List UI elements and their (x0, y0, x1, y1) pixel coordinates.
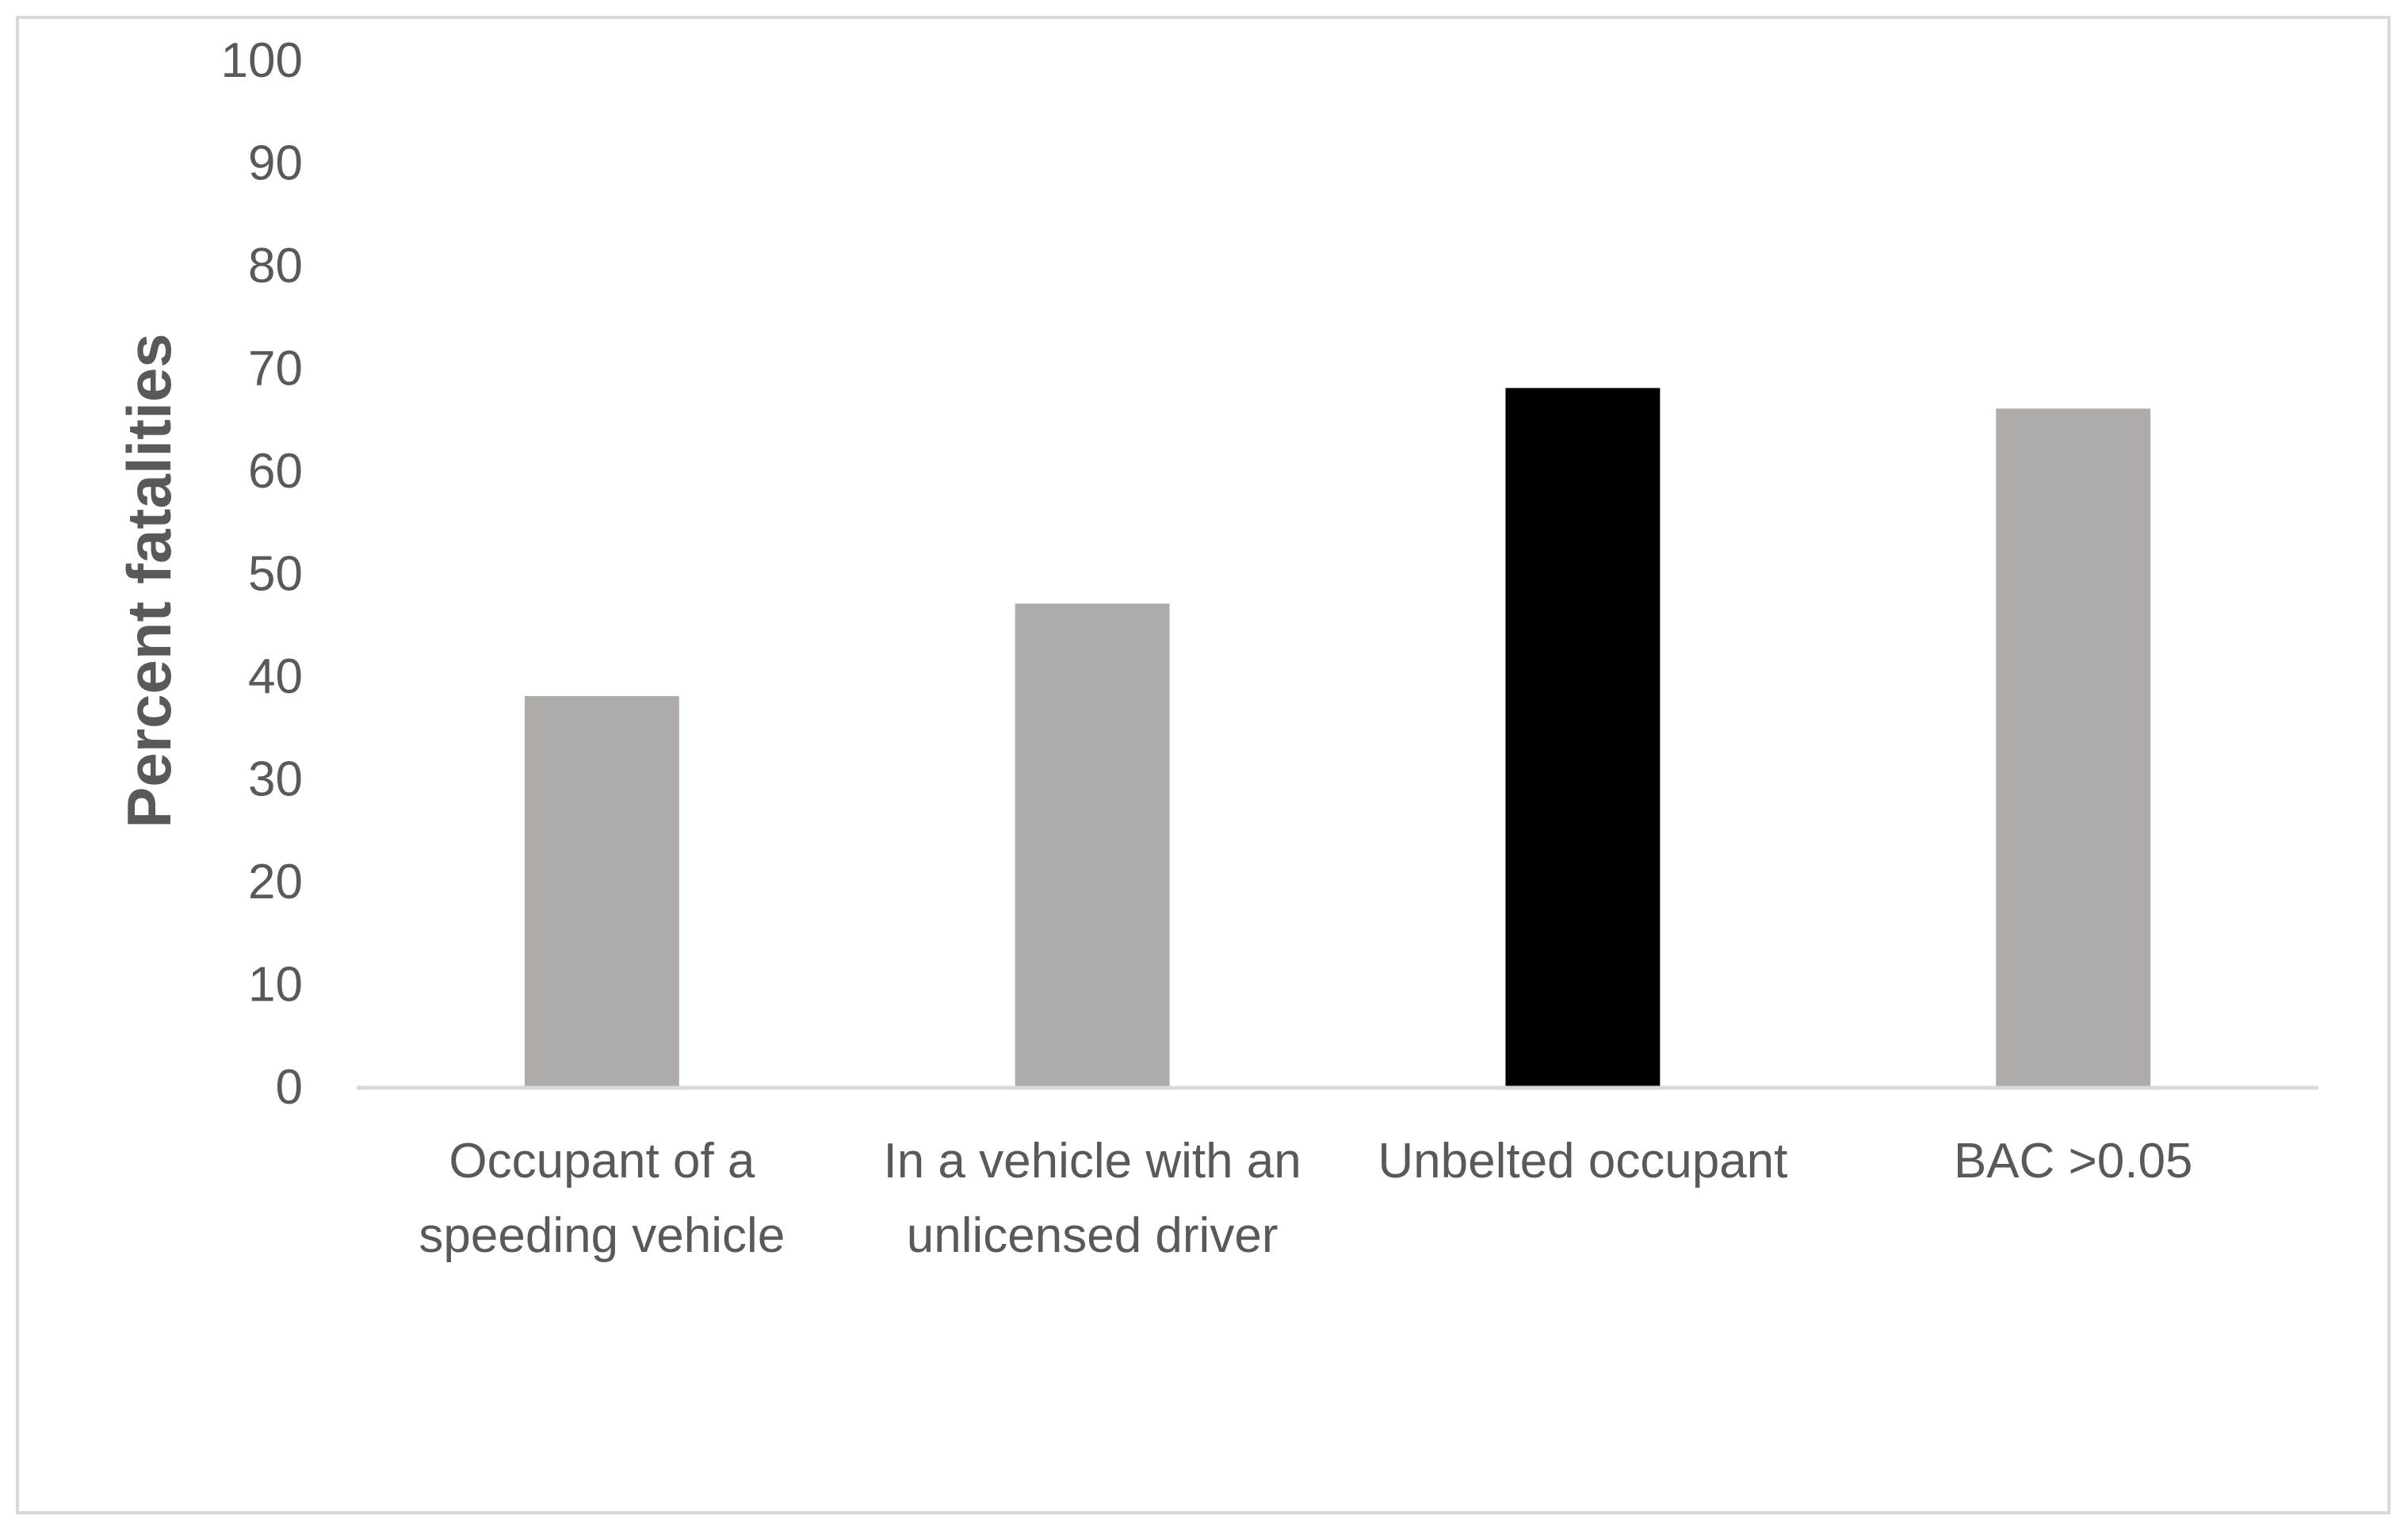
x-category-label: BAC >0.05 (1954, 1134, 2193, 1188)
y-tick-label: 40 (248, 649, 303, 704)
x-category-label-line: speeding vehicle (419, 1208, 785, 1263)
y-axis-title: Percent fatalities (114, 333, 184, 828)
x-category-label-line: BAC >0.05 (1954, 1134, 2193, 1188)
bar (1505, 388, 1661, 1086)
x-category-label: Unbelted occupant (1378, 1134, 1787, 1188)
bar (1996, 408, 2151, 1086)
y-tick-label: 0 (276, 1060, 303, 1115)
x-category-label-line: unlicensed driver (907, 1208, 1279, 1263)
y-tick-label: 90 (248, 136, 303, 191)
y-tick-label: 70 (248, 342, 303, 396)
bars (524, 388, 2151, 1086)
y-tick-label: 10 (248, 958, 303, 1012)
bar (1015, 603, 1170, 1086)
bar (524, 695, 679, 1086)
y-tick-label: 30 (248, 752, 303, 807)
x-category-label: Occupant of a speeding vehicle (419, 1134, 785, 1263)
y-tick-label: 60 (248, 444, 303, 499)
y-axis-ticks: 0 10 20 30 40 50 60 70 80 90 100 (221, 33, 303, 1115)
x-category-label-line: Unbelted occupant (1378, 1134, 1787, 1188)
x-category-label-line: In a vehicle with an (883, 1134, 1301, 1188)
chart-frame (16, 16, 2391, 1514)
x-category-label-line: Occupant of a (449, 1134, 755, 1188)
y-tick-label: 100 (221, 33, 303, 88)
y-tick-label: 80 (248, 239, 303, 293)
x-axis-labels: Occupant of a speeding vehicle In a vehicl… (419, 1134, 2192, 1263)
x-category-label: In a vehicle with an unlicensed driver (883, 1134, 1301, 1263)
y-tick-label: 50 (248, 547, 303, 602)
y-tick-label: 20 (248, 855, 303, 909)
